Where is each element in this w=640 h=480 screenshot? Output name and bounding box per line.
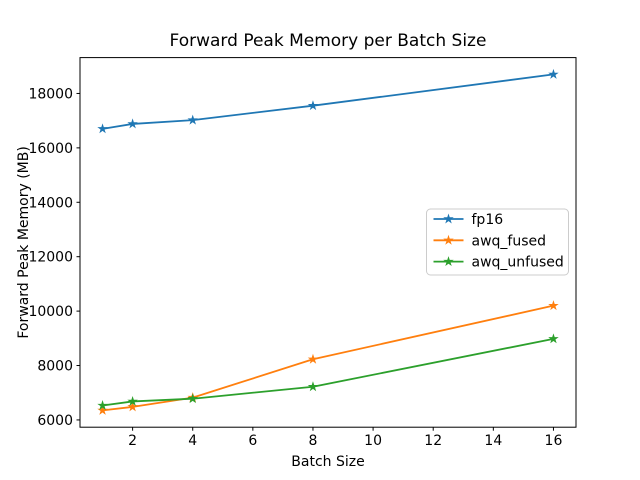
y-tick-label: 6000 [37, 413, 73, 429]
legend-label-awq_unfused: awq_unfused [472, 255, 564, 271]
legend-marker-awq_unfused [443, 256, 454, 267]
legend-marker-awq_fused [443, 234, 454, 245]
x-tick-label: 16 [545, 433, 563, 449]
chart-title: Forward Peak Memory per Batch Size [170, 31, 487, 51]
y-tick-label: 14000 [28, 195, 73, 211]
x-tick-label: 8 [309, 433, 318, 449]
y-axis-label: Forward Peak Memory (MB) [16, 146, 32, 338]
y-tick-label: 12000 [28, 250, 73, 266]
x-tick-label: 12 [424, 433, 442, 449]
y-tick-label: 18000 [28, 86, 73, 102]
legend-marker-fp16 [443, 213, 454, 224]
data-point-marker-awq_fused [127, 401, 138, 412]
data-point-marker-awq_fused [97, 404, 108, 415]
x-tick-label: 14 [484, 433, 502, 449]
data-point-marker-fp16 [97, 123, 108, 134]
y-tick-label: 10000 [28, 304, 73, 320]
data-point-marker-awq_unfused [187, 393, 198, 404]
data-point-marker-awq_unfused [97, 400, 108, 410]
legend-box [426, 208, 569, 276]
data-point-marker-awq_unfused [127, 395, 138, 406]
x-axis-label: Batch Size [291, 454, 364, 470]
data-point-marker-awq_fused [548, 300, 559, 311]
x-tick-label: 10 [364, 433, 382, 449]
data-point-marker-awq_unfused [307, 381, 319, 392]
x-tick-label: 2 [128, 433, 137, 449]
data-point-marker-awq_fused [307, 353, 319, 364]
data-point-marker-fp16 [307, 100, 319, 111]
x-tick-label: 4 [188, 433, 197, 449]
legend-label-awq_fused: awq_fused [472, 233, 547, 249]
data-point-marker-awq_unfused [548, 333, 559, 344]
legend-label-fp16: fp16 [472, 212, 504, 228]
data-point-marker-fp16 [548, 68, 559, 79]
x-tick-label: 6 [248, 433, 257, 449]
y-tick-label: 16000 [28, 141, 73, 157]
data-point-marker-fp16 [187, 114, 198, 125]
y-tick-label: 8000 [37, 359, 73, 375]
data-point-marker-fp16 [127, 118, 138, 129]
